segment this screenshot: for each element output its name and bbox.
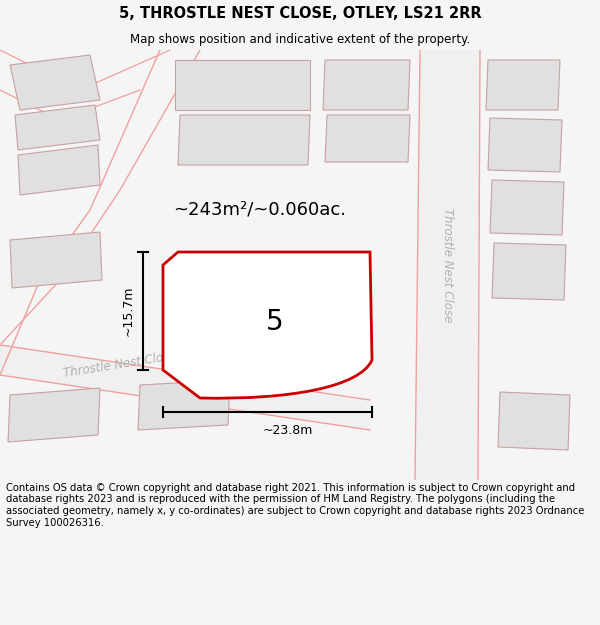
Polygon shape	[18, 145, 100, 195]
Polygon shape	[325, 115, 410, 162]
Text: ~243m²/~0.060ac.: ~243m²/~0.060ac.	[173, 201, 347, 219]
Polygon shape	[0, 345, 370, 430]
Polygon shape	[415, 50, 480, 480]
Polygon shape	[10, 55, 100, 110]
Polygon shape	[138, 380, 230, 430]
Polygon shape	[490, 180, 564, 235]
Text: Contains OS data © Crown copyright and database right 2021. This information is : Contains OS data © Crown copyright and d…	[6, 483, 584, 528]
Text: ~23.8m: ~23.8m	[262, 424, 313, 437]
Text: 5, THROSTLE NEST CLOSE, OTLEY, LS21 2RR: 5, THROSTLE NEST CLOSE, OTLEY, LS21 2RR	[119, 6, 481, 21]
Polygon shape	[492, 243, 566, 300]
Text: 5: 5	[266, 308, 284, 336]
Polygon shape	[15, 105, 100, 150]
PathPatch shape	[163, 252, 372, 398]
Text: Map shows position and indicative extent of the property.: Map shows position and indicative extent…	[130, 32, 470, 46]
Text: Throstle Nest Close: Throstle Nest Close	[442, 208, 455, 322]
Polygon shape	[178, 115, 310, 165]
Polygon shape	[8, 388, 100, 442]
Polygon shape	[218, 312, 340, 365]
Text: Throstle Nest Close: Throstle Nest Close	[62, 349, 178, 381]
Polygon shape	[486, 60, 560, 110]
Polygon shape	[488, 118, 562, 172]
Polygon shape	[498, 392, 570, 450]
Polygon shape	[175, 60, 310, 110]
Polygon shape	[10, 232, 102, 288]
Text: ~15.7m: ~15.7m	[122, 286, 135, 336]
Polygon shape	[323, 60, 410, 110]
